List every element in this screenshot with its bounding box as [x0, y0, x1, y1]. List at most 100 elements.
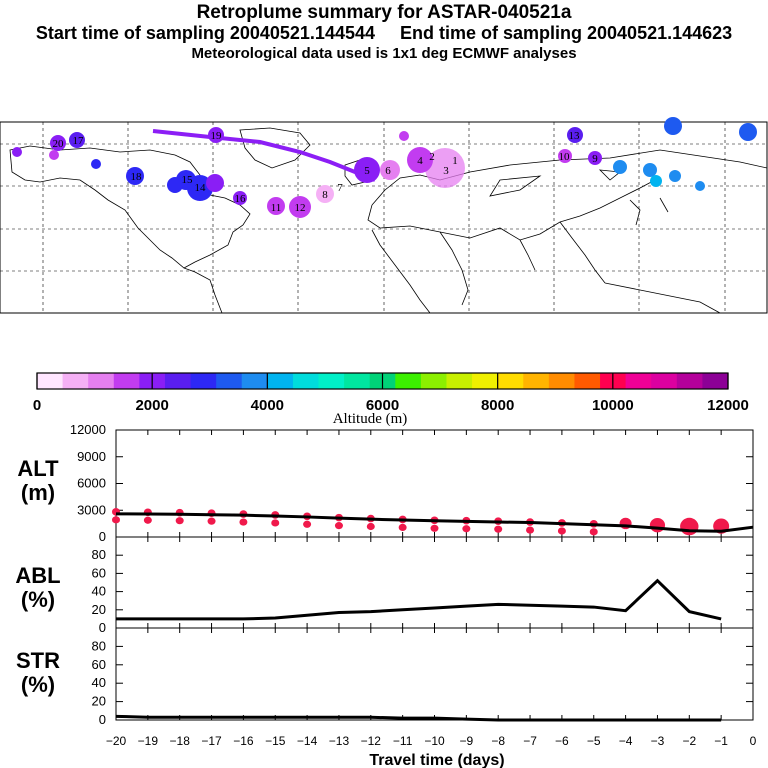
colorbar-tick-label: 12000 [707, 397, 749, 414]
x-tick-label: −20 [106, 734, 127, 748]
alt-dot [143, 516, 152, 524]
x-tick-label: −10 [424, 734, 445, 748]
alt-dot [334, 522, 343, 530]
x-tick-label: −18 [170, 734, 191, 748]
plume-cluster [208, 127, 224, 143]
colorbar-swatch [702, 373, 729, 389]
alt-dot [239, 518, 248, 526]
y-tick-label: 0 [99, 620, 106, 635]
plume-cluster [69, 132, 85, 148]
colorbar-tick-label: 4000 [251, 397, 284, 414]
plume-cluster [206, 174, 224, 192]
plume-clusters [12, 117, 757, 218]
colorbar-label: Altitude (m) [333, 411, 408, 427]
plume-day-label: 2 [429, 151, 435, 163]
alt-dot [462, 525, 471, 533]
colorbar-swatch [241, 373, 268, 389]
plume-cluster [558, 149, 572, 163]
panel-y-label: ABL [15, 563, 60, 588]
plume-cluster [613, 160, 627, 174]
x-tick-label: −11 [393, 734, 413, 748]
plume-cluster [267, 197, 285, 215]
alt-dot [589, 528, 598, 536]
map-graticule [0, 122, 767, 313]
y-tick-label: 20 [92, 602, 106, 617]
x-tick-label: −6 [555, 734, 569, 748]
colorbar-swatch [318, 373, 345, 389]
plume-day-label: 14 [195, 182, 207, 194]
plume-cluster [643, 163, 657, 177]
plume-day-label: 10 [559, 151, 571, 163]
colorbar-swatch [676, 373, 703, 389]
plume-cluster [380, 160, 400, 180]
plume-cluster [354, 157, 380, 183]
colorbar-swatch [574, 373, 601, 389]
x-tick-label: −14 [297, 734, 318, 748]
str-panel: 0 20 40 60 80 STR(%) [16, 627, 754, 727]
y-tick-label: 12000 [70, 422, 106, 437]
x-tick-label: −12 [361, 734, 382, 748]
alt-dot [649, 517, 666, 533]
colorbar-swatch [113, 373, 140, 389]
plume-cluster [695, 181, 705, 191]
y-tick-label: 3000 [77, 502, 106, 517]
plume-day-label: 20 [53, 138, 65, 150]
plume-day-label: 17 [73, 135, 85, 147]
plume-cluster [650, 175, 662, 187]
colorbar-tick-label: 2000 [135, 397, 168, 414]
plume-cluster [739, 123, 757, 141]
plume-cluster [567, 127, 583, 143]
colorbar-swatch [88, 373, 115, 389]
plume-cluster [425, 148, 465, 188]
plume-cluster [407, 147, 433, 173]
x-tick-label: 0 [750, 734, 757, 748]
x-tick-label: −1 [714, 734, 728, 748]
colorbar-tick-label: 6000 [366, 397, 399, 414]
plume-day-label: 11 [271, 202, 282, 214]
panel-y-label: STR [16, 648, 60, 673]
alt-dot [271, 519, 280, 527]
colorbar-swatch [395, 373, 422, 389]
y-tick-label: 60 [92, 657, 106, 672]
y-tick-label: 9000 [77, 449, 106, 464]
plume-cluster [664, 117, 682, 135]
str-series-line [115, 714, 722, 722]
alt-dot [494, 525, 503, 533]
alt-dot [430, 524, 439, 532]
alt-dot [398, 523, 407, 531]
plume-day-label: 19 [211, 130, 223, 142]
colorbar-swatch [523, 373, 550, 389]
panel-y-label: (m) [21, 480, 55, 505]
plume-cluster [91, 159, 101, 169]
x-tick-label: −13 [329, 734, 350, 748]
plume-day-label: 6 [385, 165, 391, 177]
panel-y-label: (%) [21, 672, 55, 697]
x-tick-label: −8 [491, 734, 505, 748]
y-tick-label: 0 [99, 529, 106, 544]
plume-day-label: 12 [295, 202, 306, 214]
plume-day-label: 9 [592, 153, 598, 165]
y-tick-label: 40 [92, 675, 106, 690]
x-tick-label: −4 [619, 734, 633, 748]
plume-day-label: 15 [182, 174, 194, 186]
colorbar-swatch [216, 373, 243, 389]
colorbar-swatch [62, 373, 89, 389]
colorbar-tick-label: 8000 [481, 397, 514, 414]
plume-day-label: 4 [417, 155, 423, 167]
alt-dot [207, 517, 216, 525]
colorbar-tick-label: 0 [33, 397, 41, 414]
y-tick-label: 20 [92, 694, 106, 709]
colorbar-swatch [164, 373, 192, 389]
met-data-line: Meteorological data used is 1x1 deg ECMW… [191, 45, 577, 62]
coastlines [9, 127, 768, 314]
abl-series-line [116, 578, 722, 621]
sampling-time-line: Start time of sampling 20040521.144544 E… [35, 23, 733, 43]
plume-cluster [316, 185, 334, 203]
plume-day-label: 13 [569, 130, 581, 142]
colorbar-swatch [267, 373, 294, 389]
colorbar-swatch [472, 373, 499, 389]
x-tick-label: −17 [201, 734, 222, 748]
x-tick-label: −2 [682, 734, 696, 748]
